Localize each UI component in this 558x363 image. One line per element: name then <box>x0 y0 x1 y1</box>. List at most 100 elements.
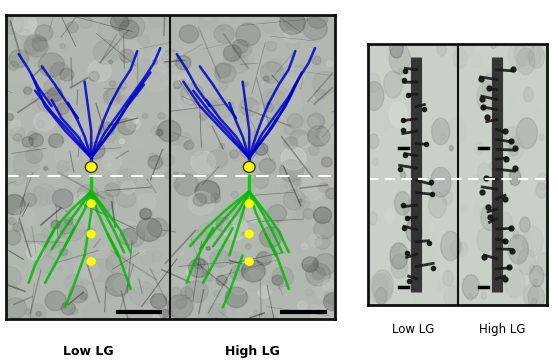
Circle shape <box>267 86 288 106</box>
Circle shape <box>60 250 72 261</box>
Circle shape <box>518 249 535 275</box>
Circle shape <box>253 174 268 188</box>
Circle shape <box>87 200 95 207</box>
Circle shape <box>267 59 282 73</box>
Circle shape <box>264 313 276 323</box>
Circle shape <box>164 172 171 179</box>
Circle shape <box>221 307 236 321</box>
Circle shape <box>243 270 266 291</box>
Circle shape <box>539 134 544 140</box>
Circle shape <box>481 204 498 231</box>
Circle shape <box>320 211 343 231</box>
Circle shape <box>98 18 123 41</box>
Circle shape <box>259 227 282 248</box>
Circle shape <box>8 217 16 225</box>
Circle shape <box>444 285 459 307</box>
Circle shape <box>309 234 322 246</box>
Circle shape <box>61 302 75 315</box>
Circle shape <box>404 201 419 223</box>
Circle shape <box>373 158 378 166</box>
Circle shape <box>323 280 335 291</box>
Circle shape <box>206 246 210 250</box>
Circle shape <box>3 195 25 215</box>
Circle shape <box>230 265 247 281</box>
Circle shape <box>528 285 545 309</box>
Circle shape <box>35 25 53 41</box>
Circle shape <box>174 81 182 89</box>
Circle shape <box>206 101 220 114</box>
Circle shape <box>219 25 224 30</box>
Circle shape <box>368 134 379 149</box>
Circle shape <box>117 169 137 188</box>
Circle shape <box>170 133 182 145</box>
Circle shape <box>36 120 45 128</box>
Circle shape <box>528 46 541 66</box>
Circle shape <box>148 153 157 161</box>
Circle shape <box>231 279 247 294</box>
Circle shape <box>263 76 269 81</box>
Circle shape <box>48 31 70 52</box>
Circle shape <box>142 179 150 185</box>
Circle shape <box>184 140 194 150</box>
Circle shape <box>271 237 278 244</box>
Circle shape <box>489 162 495 170</box>
Circle shape <box>148 155 162 169</box>
Circle shape <box>15 16 28 27</box>
Circle shape <box>70 308 78 315</box>
Circle shape <box>14 32 18 36</box>
Circle shape <box>523 87 533 102</box>
Circle shape <box>216 275 227 286</box>
Circle shape <box>536 183 547 198</box>
Circle shape <box>538 278 548 292</box>
Circle shape <box>273 244 299 267</box>
Circle shape <box>258 257 262 260</box>
Circle shape <box>215 63 231 78</box>
Circle shape <box>475 143 483 155</box>
Circle shape <box>103 103 116 116</box>
Circle shape <box>13 134 22 142</box>
Circle shape <box>311 305 317 310</box>
Circle shape <box>0 111 20 133</box>
Circle shape <box>80 294 87 300</box>
Circle shape <box>307 126 330 146</box>
Circle shape <box>482 73 501 100</box>
Circle shape <box>162 154 175 166</box>
Circle shape <box>9 61 18 70</box>
Circle shape <box>481 291 487 299</box>
Circle shape <box>272 275 283 285</box>
Circle shape <box>27 187 49 207</box>
Circle shape <box>532 298 537 306</box>
Circle shape <box>414 295 421 305</box>
Circle shape <box>214 290 220 297</box>
Circle shape <box>483 101 502 129</box>
Circle shape <box>152 60 158 65</box>
Circle shape <box>47 87 62 102</box>
Circle shape <box>108 163 112 167</box>
Circle shape <box>535 110 542 120</box>
Circle shape <box>304 296 314 305</box>
Text: Low LG: Low LG <box>392 323 434 336</box>
Circle shape <box>132 118 138 123</box>
Circle shape <box>178 73 189 83</box>
Circle shape <box>151 52 173 72</box>
Circle shape <box>85 162 97 172</box>
Circle shape <box>517 48 535 75</box>
Circle shape <box>458 242 468 256</box>
Circle shape <box>138 35 150 46</box>
Circle shape <box>315 89 326 100</box>
Circle shape <box>59 266 62 270</box>
Circle shape <box>504 127 520 150</box>
Circle shape <box>117 190 136 208</box>
Circle shape <box>259 123 275 138</box>
Circle shape <box>27 233 53 258</box>
Circle shape <box>162 103 175 116</box>
Circle shape <box>218 82 228 91</box>
Circle shape <box>101 246 105 250</box>
Circle shape <box>176 56 191 70</box>
Circle shape <box>129 159 134 163</box>
Circle shape <box>176 132 191 146</box>
Circle shape <box>75 260 99 282</box>
Circle shape <box>305 289 313 296</box>
Circle shape <box>287 39 300 51</box>
Text: High LG: High LG <box>479 323 526 336</box>
